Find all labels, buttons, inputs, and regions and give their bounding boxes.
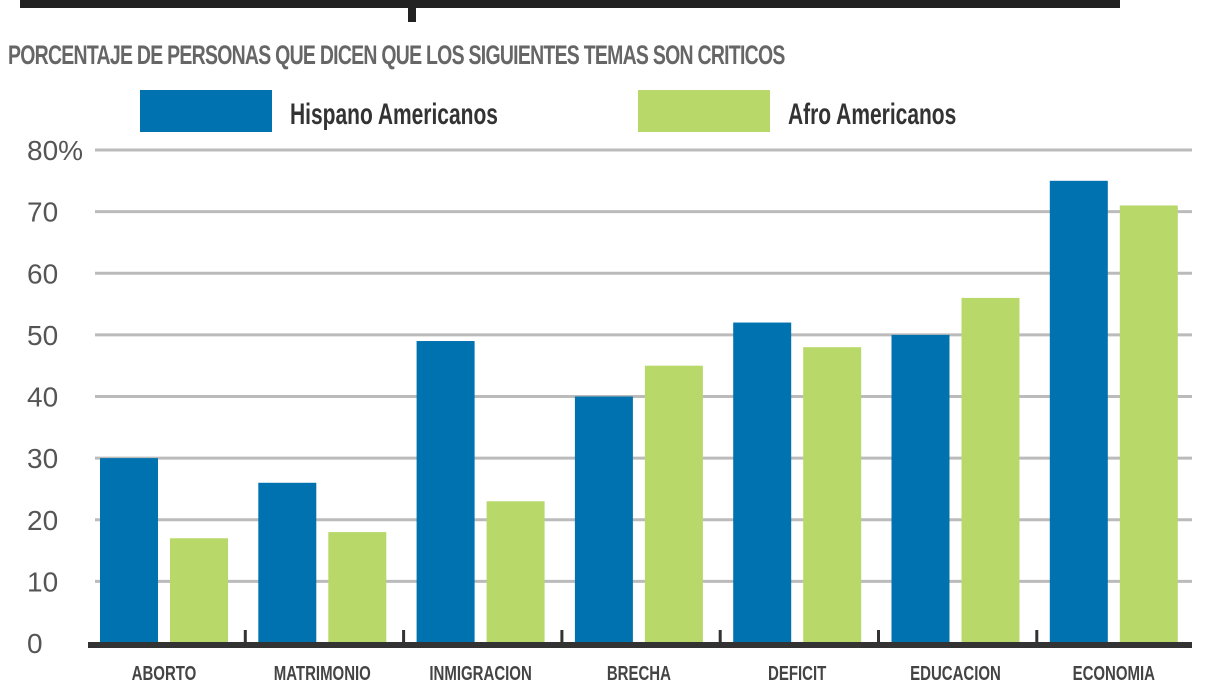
bar-educacion-afro: [961, 297, 1020, 643]
bar-aborto-afro: [170, 538, 228, 643]
x-tick-label: ABORTO: [132, 662, 197, 685]
bar-educacion-hispano: [891, 334, 950, 643]
y-tick-label: 80%: [27, 135, 83, 166]
cropped-title-descender: [408, 0, 416, 22]
y-tick-label: 10: [27, 566, 58, 597]
x-tick-label: DEFICIT: [768, 662, 826, 685]
x-tick-label: ECONOMIA: [1073, 662, 1156, 685]
x-tick-label: EDUCACION: [910, 662, 1001, 685]
bar-brecha-hispano: [574, 396, 633, 643]
cropped-title: [20, 0, 1120, 8]
bar-inmigracion-hispano: [416, 341, 475, 643]
bar-economia-hispano: [1049, 180, 1108, 643]
y-tick-label: 70: [27, 197, 58, 228]
bar-aborto-hispano: [100, 458, 158, 643]
legend-swatch: [638, 90, 770, 132]
x-tick-label: BRECHA: [607, 662, 671, 685]
legend-label: Hispano Americanos: [290, 99, 498, 131]
bar-economia-afro: [1119, 205, 1178, 643]
y-tick-label: 0: [27, 628, 43, 659]
bar-deficit-hispano: [733, 322, 792, 643]
y-tick-label: 40: [27, 382, 58, 413]
y-tick-label: 20: [27, 505, 58, 536]
x-tick-label: INMIGRACION: [429, 662, 531, 685]
bar-matrimonio-afro: [328, 532, 387, 643]
bar-matrimonio-hispano: [258, 482, 317, 643]
x-tick-label: MATRIMONIO: [274, 662, 371, 685]
y-tick-label: 50: [27, 320, 58, 351]
y-tick-label: 60: [27, 258, 58, 289]
legend-label: Afro Americanos: [788, 99, 956, 131]
bar-inmigracion-afro: [486, 501, 545, 643]
bar-brecha-afro: [644, 365, 703, 643]
bar-deficit-afro: [803, 347, 862, 643]
chart-subtitle: PORCENTAJE DE PERSONAS QUE DICEN QUE LOS…: [8, 40, 785, 70]
y-tick-label: 30: [27, 443, 58, 474]
legend-swatch: [140, 90, 272, 132]
